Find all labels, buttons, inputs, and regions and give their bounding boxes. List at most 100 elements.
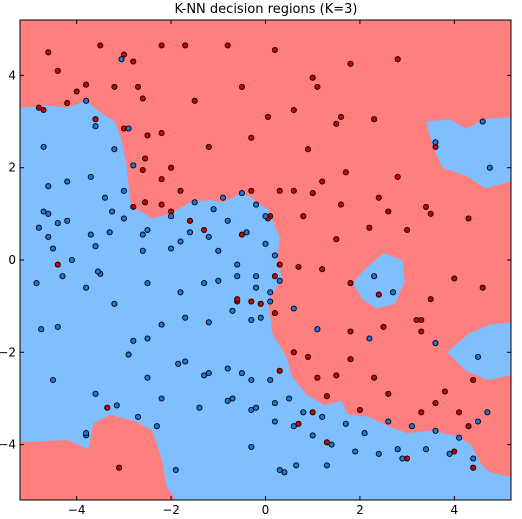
- blue-point: [271, 418, 278, 425]
- red-point: [333, 120, 340, 127]
- blue-point: [125, 125, 132, 132]
- blue-region-5: [447, 322, 511, 380]
- blue-point: [238, 190, 245, 197]
- blue-point: [262, 240, 269, 247]
- red-point: [347, 60, 354, 67]
- red-point: [347, 280, 354, 287]
- red-point: [371, 374, 378, 381]
- red-point: [271, 310, 278, 317]
- red-point: [83, 81, 90, 88]
- blue-point: [352, 448, 359, 455]
- blue-point: [215, 247, 222, 254]
- blue-point: [144, 374, 151, 381]
- red-point: [314, 374, 321, 381]
- blue-point: [399, 455, 406, 462]
- blue-point: [45, 183, 52, 190]
- blue-point: [54, 323, 61, 330]
- red-point: [309, 409, 316, 416]
- red-point: [264, 113, 271, 120]
- red-point: [158, 201, 165, 208]
- blue-point: [446, 450, 453, 457]
- blue-point: [281, 469, 288, 476]
- red-point: [191, 97, 198, 104]
- blue-point: [64, 217, 71, 224]
- blue-point: [271, 400, 278, 407]
- red-point: [441, 388, 448, 395]
- blue-point: [479, 118, 486, 125]
- blue-point: [111, 300, 118, 307]
- blue-point: [286, 395, 293, 402]
- red-point: [139, 166, 146, 174]
- blue-point: [432, 427, 439, 434]
- blue-point: [267, 289, 274, 296]
- red-point: [337, 113, 345, 120]
- red-point: [375, 194, 382, 201]
- blue-point: [201, 372, 208, 379]
- data-points: [33, 42, 493, 476]
- red-point: [205, 143, 212, 150]
- blue-point: [224, 217, 231, 224]
- x-tick-label: −2: [162, 503, 180, 517]
- red-point: [142, 155, 149, 162]
- blue-point: [33, 280, 40, 287]
- x-tick-label: −4: [68, 503, 86, 517]
- blue-point: [49, 376, 57, 384]
- blue-point: [215, 277, 222, 284]
- blue-point: [290, 423, 297, 430]
- blue-point: [130, 337, 137, 344]
- blue-point: [474, 418, 482, 425]
- blue-point: [49, 245, 57, 252]
- blue-point: [474, 353, 482, 360]
- red-point: [309, 74, 316, 81]
- blue-point: [248, 406, 255, 414]
- blue-point: [253, 201, 260, 208]
- red-point: [139, 95, 146, 102]
- blue-point: [45, 210, 52, 217]
- y-tick-label: 0: [8, 253, 16, 267]
- red-point: [385, 208, 392, 215]
- plot-area: [20, 20, 511, 500]
- blue-point: [196, 404, 203, 411]
- blue-point: [271, 252, 278, 259]
- blue-point: [182, 358, 189, 365]
- red-point: [276, 261, 283, 268]
- blue-point: [120, 215, 127, 222]
- blue-point: [144, 280, 151, 287]
- red-point: [394, 56, 401, 63]
- red-point: [418, 316, 425, 324]
- red-point: [347, 356, 354, 363]
- blue-point: [366, 335, 373, 342]
- blue-point: [172, 466, 179, 474]
- blue-region-0: [20, 100, 511, 500]
- red-point: [479, 284, 486, 291]
- red-point: [333, 372, 340, 379]
- blue-point: [484, 409, 491, 416]
- blue-point: [276, 277, 283, 284]
- x-tick-label: 0: [262, 503, 270, 517]
- red-point: [418, 328, 425, 335]
- x-tick-label: 2: [356, 503, 364, 517]
- blue-point: [267, 298, 274, 305]
- blue-point: [210, 206, 217, 213]
- blue-point: [118, 56, 125, 63]
- blue-point: [243, 229, 250, 236]
- blue-point: [253, 404, 260, 411]
- red-point: [158, 42, 165, 49]
- red-point: [54, 261, 61, 268]
- red-point: [271, 273, 278, 280]
- blue-point: [111, 146, 118, 153]
- blue-point: [186, 229, 194, 236]
- red-point: [295, 263, 302, 270]
- red-point: [456, 409, 463, 416]
- red-point: [248, 298, 255, 305]
- blue-point: [101, 194, 109, 201]
- red-point: [186, 217, 194, 224]
- y-tick-label: 4: [8, 68, 16, 82]
- blue-point: [319, 413, 326, 420]
- blue-point: [68, 256, 75, 264]
- blue-point: [40, 143, 47, 150]
- red-point: [314, 83, 321, 90]
- red-point: [470, 376, 477, 384]
- blue-point: [486, 164, 493, 171]
